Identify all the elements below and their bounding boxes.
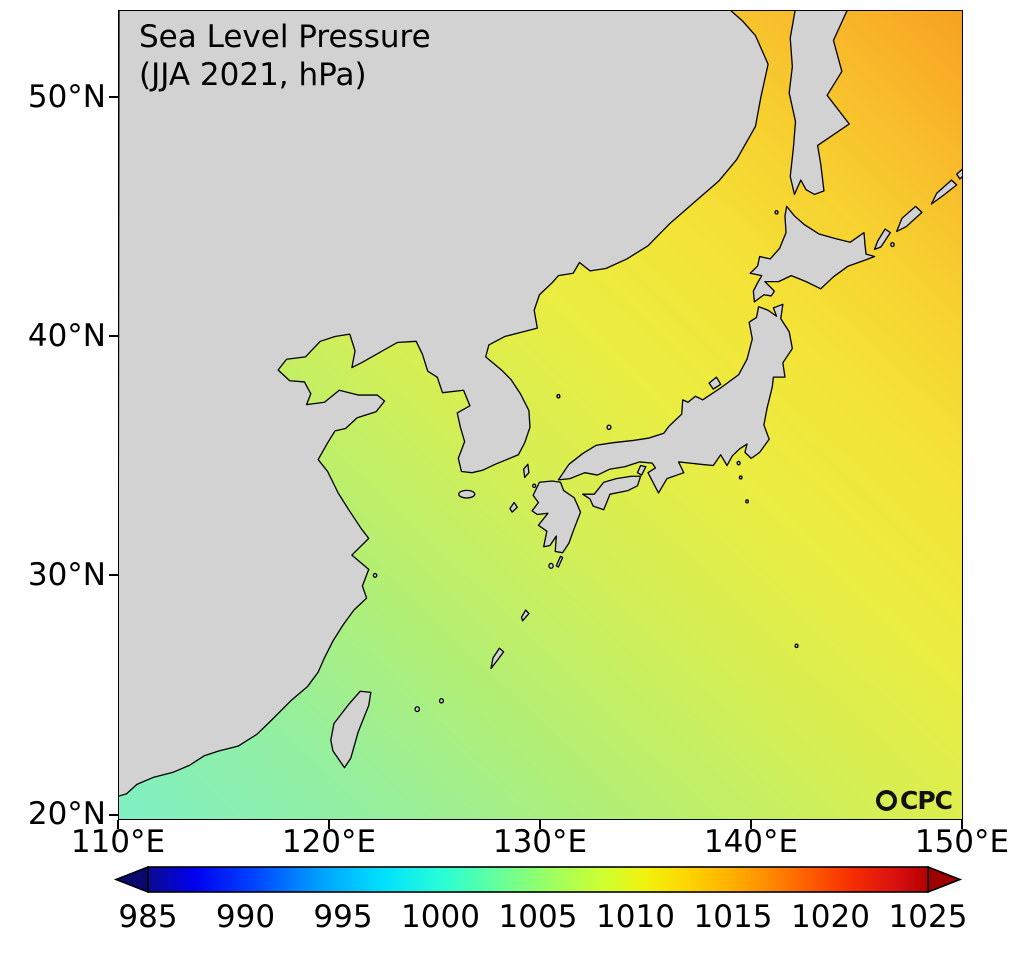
hachijo-island <box>746 500 749 503</box>
coastline-shikoku <box>583 476 641 509</box>
goto-islands <box>510 503 517 513</box>
coastline-kuril-edge <box>957 162 962 179</box>
map-plot: Sea Level Pressure (JJA 2021, hPa) CPC <box>118 10 963 820</box>
lon-label-130e: 130°E <box>492 824 588 860</box>
cbar-label-985: 985 <box>118 899 178 935</box>
lon-tick-110e <box>117 820 119 829</box>
cpc-logo: CPC <box>875 786 953 815</box>
ulleung-island <box>557 395 560 398</box>
tsushima-island <box>524 464 529 477</box>
colorbar-gradient-bar <box>147 866 929 893</box>
coastline-kunashir <box>875 229 891 249</box>
cbar-label-1015: 1015 <box>693 899 773 935</box>
coastline-iturup <box>897 206 922 231</box>
pressure-map-svg <box>119 11 962 819</box>
cbar-label-1000: 1000 <box>401 899 480 935</box>
coastline-awaji-island <box>637 466 645 476</box>
lon-label-110e: 110°E <box>70 824 166 860</box>
cbar-label-990: 990 <box>215 899 276 935</box>
lon-label-150e: 150°E <box>914 824 1010 860</box>
cbar-label-1025: 1025 <box>888 899 968 935</box>
bonin-island <box>795 644 798 647</box>
coastline-urup <box>931 180 956 204</box>
shikotan-island <box>891 243 894 247</box>
plot-title: Sea Level Pressure (JJA 2021, hPa) <box>139 19 431 95</box>
lat-label-50n: 50°N <box>27 79 106 115</box>
lon-label-140e: 140°E <box>703 824 799 860</box>
lon-label-120e: 120°E <box>281 824 377 860</box>
colorbar <box>113 865 963 894</box>
zhoushan-island <box>373 573 376 577</box>
cbar-label-1005: 1005 <box>498 899 578 935</box>
lat-tick-30n <box>109 574 118 576</box>
miyake-island <box>739 476 742 479</box>
coastline-hokkaido <box>750 206 874 302</box>
jeju-island <box>459 490 475 498</box>
lat-label-20n: 20°N <box>27 796 106 832</box>
coastline-mainland-asia <box>119 11 768 796</box>
yakushima-island <box>549 563 553 568</box>
coastline-taiwan <box>331 691 371 767</box>
cpc-circle-icon <box>875 790 897 811</box>
lat-tick-20n <box>109 814 118 816</box>
okinawa-island <box>491 648 504 668</box>
coastline-honshu <box>558 304 792 493</box>
coastline-sakhalin <box>789 11 849 194</box>
colorbar-right-arrow <box>927 865 963 894</box>
cpc-logo-text: CPC <box>899 786 953 815</box>
lat-tick-40n <box>109 335 118 337</box>
lon-tick-140e <box>750 820 752 829</box>
oki-island <box>607 425 611 429</box>
ishigaki-island <box>415 707 419 712</box>
cbar-label-1020: 1020 <box>791 899 870 935</box>
lat-label-30n: 30°N <box>27 557 106 593</box>
rishiri-island <box>775 211 778 214</box>
plot-title-line2: (JJA 2021, hPa) <box>139 56 367 93</box>
miyako-island <box>440 699 444 703</box>
lat-tick-50n <box>109 96 118 98</box>
plot-title-line1: Sea Level Pressure <box>139 19 431 55</box>
colorbar-left-arrow <box>113 865 149 894</box>
lon-tick-150e <box>961 820 963 829</box>
lon-tick-120e <box>328 820 330 829</box>
cbar-label-995: 995 <box>313 899 373 935</box>
lon-tick-130e <box>539 820 541 829</box>
tanegashima-island <box>556 556 562 567</box>
cbar-label-1010: 1010 <box>596 899 675 935</box>
lat-label-40n: 40°N <box>27 318 106 354</box>
amami-island <box>522 610 529 621</box>
iki-island <box>533 484 536 487</box>
izu-oshima-island <box>737 461 740 464</box>
sado-island <box>709 377 721 389</box>
land-layer <box>119 11 962 796</box>
coastline-kyushu <box>532 481 580 553</box>
